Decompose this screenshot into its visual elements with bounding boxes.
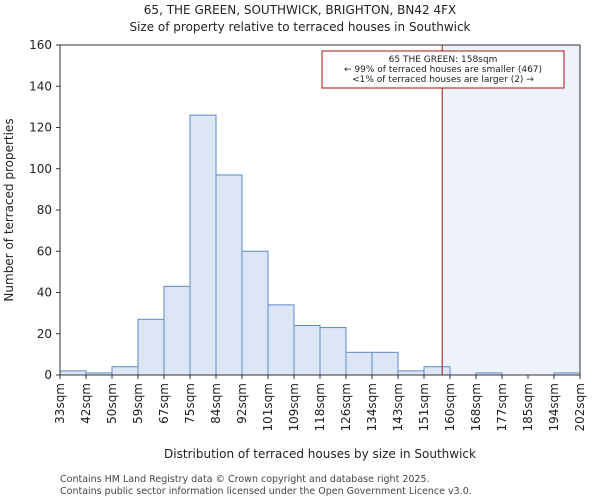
bar-50sqm [111, 366, 139, 376]
x-tick-label: 75sqm [183, 383, 197, 424]
x-tick-label: 67sqm [157, 383, 171, 424]
bar-143sqm [397, 370, 425, 376]
highlight-region [442, 45, 580, 375]
chart-subtitle: Size of property relative to terraced ho… [129, 20, 470, 34]
bar-134sqm [371, 351, 399, 376]
annotation-line-3: <1% of terraced houses are larger (2) → [352, 75, 534, 85]
x-tick-label: 42sqm [79, 383, 93, 424]
bar-92sqm [241, 250, 269, 376]
x-tick-label: 202sqm [573, 383, 587, 431]
bar-118sqm [319, 327, 347, 376]
x-tick-label: 168sqm [469, 383, 483, 431]
bar-67sqm [163, 285, 191, 376]
x-tick-label: 177sqm [495, 383, 509, 431]
annotation-line-2: ← 99% of terraced houses are smaller (46… [344, 65, 542, 75]
y-tick-label: 160 [29, 38, 52, 52]
y-tick-label: 20 [37, 327, 52, 341]
x-axis-label: Distribution of terraced houses by size … [164, 447, 476, 461]
x-tick-label: 194sqm [547, 383, 561, 431]
y-tick-label: 120 [29, 121, 52, 135]
footer-line-1: Contains HM Land Registry data © Crown c… [60, 474, 430, 485]
bar-75sqm [189, 114, 217, 376]
x-tick-label: 84sqm [209, 383, 223, 424]
y-tick-label: 80 [37, 203, 52, 217]
annotation-line-1: 65 THE GREEN: 158sqm [389, 55, 498, 65]
footer-line-2: Contains public sector information licen… [60, 486, 472, 497]
x-tick-label: 143sqm [391, 383, 405, 431]
y-tick-label: 0 [44, 368, 52, 382]
x-tick-label: 118sqm [313, 383, 327, 431]
bar-33sqm [59, 370, 87, 376]
x-tick-label: 50sqm [105, 383, 119, 424]
x-tick-label: 109sqm [287, 383, 301, 431]
bar-84sqm [215, 174, 243, 376]
x-tick-label: 101sqm [261, 383, 275, 431]
x-tick-label: 134sqm [365, 383, 379, 431]
x-tick-label: 92sqm [235, 383, 249, 424]
bar-126sqm [345, 351, 373, 376]
x-tick-label: 151sqm [417, 383, 431, 431]
bar-109sqm [293, 325, 321, 376]
y-tick-label: 140 [29, 79, 52, 93]
y-axis-label: Number of terraced properties [2, 118, 16, 301]
x-tick-label: 160sqm [443, 383, 457, 431]
y-tick-label: 40 [37, 286, 52, 300]
chart-title: 65, THE GREEN, SOUTHWICK, BRIGHTON, BN42… [144, 3, 456, 17]
bar-101sqm [267, 304, 295, 376]
annotation-box: 65 THE GREEN: 158sqm ← 99% of terraced h… [321, 50, 565, 89]
bar-151sqm [423, 366, 451, 376]
y-tick-label: 100 [29, 162, 52, 176]
x-tick-label: 126sqm [339, 383, 353, 431]
x-tick-label: 59sqm [131, 383, 145, 424]
y-tick-label: 60 [37, 244, 52, 258]
x-tick-label: 33sqm [53, 383, 67, 424]
bar-59sqm [137, 318, 165, 376]
x-tick-label: 185sqm [521, 383, 535, 431]
